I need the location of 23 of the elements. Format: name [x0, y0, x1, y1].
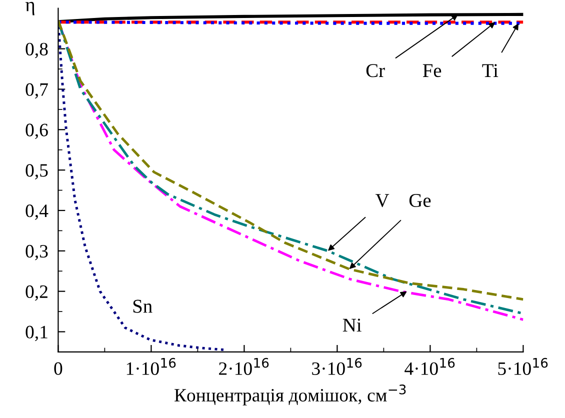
- y-tick-label: 0,6: [26, 124, 48, 140]
- annotation: V: [375, 194, 390, 208]
- x-tick-label: 1·10$^{16}$: [126, 358, 176, 375]
- x-tick-label: 4·10$^{16}$: [404, 358, 455, 375]
- x-tick-label: 2·10$^{16}$: [219, 358, 269, 375]
- y-tick-label: 0,8: [26, 42, 48, 58]
- y-tick-label: 0,1: [26, 326, 48, 342]
- y-tick-label: 0,5: [26, 164, 48, 180]
- annotation: Ni: [342, 318, 362, 332]
- annotation: Ti: [482, 64, 498, 77]
- y-tick-label: 0,4: [26, 204, 48, 220]
- annotation: Sn: [133, 300, 152, 313]
- x-tick-label: 3·10$^{16}$: [312, 358, 362, 375]
- x-tick-label: 5·10$^{16}$: [498, 358, 548, 375]
- annotation: Fe: [422, 64, 442, 78]
- y-tick-label: 0,2: [26, 285, 48, 301]
- x-tick-label: 0: [54, 362, 62, 375]
- x-axis-title: Концентрація домішок, см$^{−3}$: [174, 384, 406, 406]
- y-axis-title: η: [26, 2, 34, 16]
- y-tick-label: 0,3: [26, 244, 48, 260]
- annotation: Cr: [366, 64, 385, 78]
- y-tick-label: 0,7: [26, 83, 48, 99]
- annotation: Ge: [409, 194, 431, 208]
